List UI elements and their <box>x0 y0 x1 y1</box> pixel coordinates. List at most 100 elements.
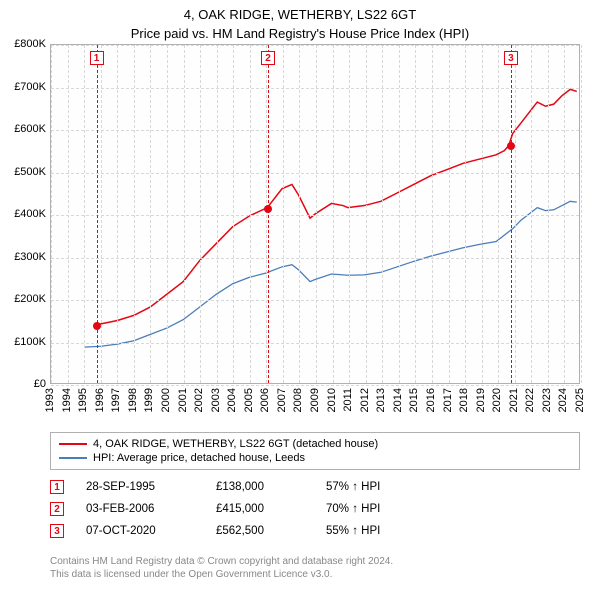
x-axis-label: 2017 <box>442 388 454 412</box>
gridline-v <box>250 45 251 383</box>
x-axis-label: 2011 <box>342 388 354 412</box>
y-axis-label: £300K <box>2 251 46 263</box>
sales-row-date: 28-SEP-1995 <box>86 481 216 493</box>
gridline-h <box>51 173 579 174</box>
x-axis-label: 1994 <box>61 388 73 412</box>
x-axis-label: 2019 <box>475 388 487 412</box>
y-axis-label: £700K <box>2 81 46 93</box>
gridline-v <box>101 45 102 383</box>
x-axis-label: 2021 <box>508 388 520 412</box>
legend-box: 4, OAK RIDGE, WETHERBY, LS22 6GT (detach… <box>50 432 580 470</box>
plot-area: 123 <box>50 44 580 384</box>
chart-container: 4, OAK RIDGE, WETHERBY, LS22 6GT Price p… <box>0 0 600 590</box>
sales-row-price: £562,500 <box>216 525 326 537</box>
x-axis-label: 2014 <box>392 388 404 412</box>
x-axis-label: 2018 <box>458 388 470 412</box>
gridline-v <box>68 45 69 383</box>
chart-area: 123 £0£100K£200K£300K£400K£500K£600K£700… <box>0 44 600 424</box>
sales-row-1: 128-SEP-1995£138,00057% ↑ HPI <box>50 476 580 498</box>
x-axis-label: 1999 <box>143 388 155 412</box>
legend-row-hpi: HPI: Average price, detached house, Leed… <box>59 451 571 465</box>
gridline-v <box>366 45 367 383</box>
x-axis-label: 2013 <box>375 388 387 412</box>
gridline-v <box>482 45 483 383</box>
x-axis-label: 2003 <box>210 388 222 412</box>
sales-row-marker-2: 2 <box>50 502 64 516</box>
gridline-v <box>316 45 317 383</box>
chart-subtitle: Price paid vs. HM Land Registry's House … <box>0 24 600 41</box>
y-axis-label: £600K <box>2 123 46 135</box>
x-axis-label: 2002 <box>193 388 205 412</box>
legend-swatch-property <box>59 443 87 445</box>
gridline-v <box>150 45 151 383</box>
x-axis-label: 1997 <box>110 388 122 412</box>
sales-table: 128-SEP-1995£138,00057% ↑ HPI203-FEB-200… <box>50 476 580 542</box>
x-axis-label: 2005 <box>243 388 255 412</box>
gridline-h <box>51 258 579 259</box>
gridline-v <box>84 45 85 383</box>
sale-ref-line-3 <box>511 45 512 383</box>
x-axis-label: 2022 <box>524 388 536 412</box>
sale-ref-line-2 <box>268 45 269 383</box>
gridline-h <box>51 215 579 216</box>
gridline-h <box>51 300 579 301</box>
gridline-v <box>515 45 516 383</box>
gridline-h <box>51 130 579 131</box>
gridline-v <box>217 45 218 383</box>
gridline-v <box>333 45 334 383</box>
x-axis-label: 2009 <box>309 388 321 412</box>
sales-row-marker-3: 3 <box>50 524 64 538</box>
x-axis-label: 2000 <box>160 388 172 412</box>
gridline-h <box>51 88 579 89</box>
x-axis-label: 2016 <box>425 388 437 412</box>
gridline-v <box>134 45 135 383</box>
sales-row-marker-1: 1 <box>50 480 64 494</box>
legend-swatch-hpi <box>59 457 87 459</box>
x-axis-label: 2006 <box>259 388 271 412</box>
x-axis-label: 2024 <box>557 388 569 412</box>
x-axis-label: 2008 <box>292 388 304 412</box>
sales-row-date: 07-OCT-2020 <box>86 525 216 537</box>
gridline-v <box>548 45 549 383</box>
legend-label-hpi: HPI: Average price, detached house, Leed… <box>93 452 305 464</box>
gridline-v <box>51 45 52 383</box>
license-line-1: Contains HM Land Registry data © Crown c… <box>50 555 580 568</box>
x-axis-label: 1993 <box>44 388 56 412</box>
gridline-h <box>51 385 579 386</box>
gridline-v <box>399 45 400 383</box>
gridline-v <box>233 45 234 383</box>
x-axis-label: 2001 <box>177 388 189 412</box>
y-axis-label: £800K <box>2 38 46 50</box>
line-series-svg <box>51 45 579 383</box>
y-axis-label: £100K <box>2 336 46 348</box>
legend-label-property: 4, OAK RIDGE, WETHERBY, LS22 6GT (detach… <box>93 438 378 450</box>
sale-dot-2 <box>264 205 272 213</box>
gridline-h <box>51 45 579 46</box>
y-axis-label: £200K <box>2 293 46 305</box>
sales-row-2: 203-FEB-2006£415,00070% ↑ HPI <box>50 498 580 520</box>
gridline-v <box>283 45 284 383</box>
x-axis-label: 2010 <box>326 388 338 412</box>
x-axis-label: 2025 <box>574 388 586 412</box>
x-axis-label: 2020 <box>491 388 503 412</box>
license-line-2: This data is licensed under the Open Gov… <box>50 568 580 581</box>
sales-row-price: £138,000 <box>216 481 326 493</box>
sale-marker-box-3: 3 <box>504 51 518 65</box>
series-line-hpi <box>84 201 576 347</box>
chart-title: 4, OAK RIDGE, WETHERBY, LS22 6GT <box>0 0 600 24</box>
gridline-v <box>432 45 433 383</box>
gridline-v <box>200 45 201 383</box>
sale-ref-line-1 <box>97 45 98 383</box>
x-axis-label: 1996 <box>94 388 106 412</box>
x-axis-label: 2004 <box>226 388 238 412</box>
gridline-v <box>184 45 185 383</box>
sales-row-pct: 55% ↑ HPI <box>326 525 446 537</box>
x-axis-label: 1995 <box>77 388 89 412</box>
gridline-v <box>117 45 118 383</box>
y-axis-label: £0 <box>2 378 46 390</box>
gridline-v <box>415 45 416 383</box>
x-axis-label: 1998 <box>127 388 139 412</box>
x-axis-label: 2007 <box>276 388 288 412</box>
sales-row-3: 3 07-OCT-2020£562,50055% ↑ HPI <box>50 520 580 542</box>
gridline-v <box>349 45 350 383</box>
